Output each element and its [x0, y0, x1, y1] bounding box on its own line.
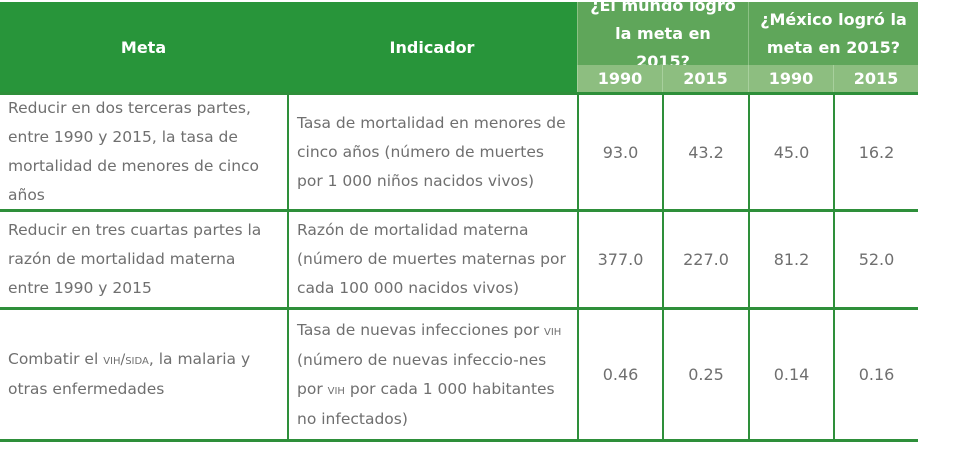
cell-mexico-2015: 0.16 — [833, 310, 918, 439]
cell-world-1990: 377.0 — [577, 212, 662, 307]
header-world-question: ¿El mundo logró la meta en 2015? — [577, 0, 748, 71]
header-year-world-1990: 1990 — [577, 65, 662, 92]
indicador-part: Tasa de nuevas infecciones por — [297, 320, 545, 339]
header-mexico-question-text: ¿México logró la meta en 2015? — [760, 9, 907, 57]
cell-meta: Reducir en tres cuartas partes la razón … — [0, 212, 287, 307]
indicador-part: por cada 1 000 habitantes no infectados) — [297, 379, 555, 428]
table-header: Meta Indicador ¿El mundo logró la meta e… — [0, 0, 918, 92]
cell-mexico-1990: 81.2 — [748, 212, 833, 307]
header-world-question-text: ¿El mundo logró la meta en 2015? — [590, 0, 736, 71]
header-meta: Meta — [120, 37, 167, 57]
cell-indicador: Tasa de mortalidad en menores de cinco a… — [287, 95, 577, 209]
meta-text: Reducir en tres cuartas partes la razón … — [8, 221, 262, 297]
header-mexico-question: ¿México logró la meta en 2015? — [748, 2, 918, 65]
cell-world-2015: 227.0 — [662, 212, 748, 307]
abbrev-vih-sida: VIH/SIDA — [103, 352, 149, 368]
cell-indicador: Tasa de nuevas infecciones por VIH (núme… — [287, 310, 577, 439]
table-row: Reducir en dos terceras partes, entre 19… — [0, 92, 918, 212]
abbrev-vih: VIH — [327, 381, 345, 398]
cell-world-1990: 93.0 — [577, 95, 662, 209]
cell-mexico-1990: 0.14 — [748, 310, 833, 439]
cell-indicador: Razón de mortalidad materna (número de m… — [287, 212, 577, 307]
cell-mexico-2015: 16.2 — [833, 95, 918, 209]
meta-text-prefix: Combatir el — [8, 350, 104, 368]
cell-meta: Reducir en dos terceras partes, entre 19… — [0, 95, 287, 209]
abbrev-vih: VIH — [544, 322, 562, 339]
meta-text: Reducir en dos terceras partes, entre 19… — [8, 99, 260, 204]
meta-text: Combatir el VIH/SIDA, la malaria y otras… — [8, 345, 279, 404]
cell-world-1990: 0.46 — [577, 310, 662, 439]
cell-meta: Combatir el VIH/SIDA, la malaria y otras… — [0, 310, 287, 439]
table-row: Reducir en tres cuartas partes la razón … — [0, 212, 918, 310]
cell-world-2015: 43.2 — [662, 95, 748, 209]
mdg-table: Meta Indicador ¿El mundo logró la meta e… — [0, 0, 918, 442]
indicador-part: (número de nuevas infeccio-nes por — [297, 350, 547, 398]
header-year-mexico-2015: 2015 — [833, 65, 918, 92]
header-years-row: 1990 2015 1990 2015 — [577, 65, 918, 92]
cell-mexico-2015: 52.0 — [833, 212, 918, 307]
indicador-text: Tasa de mortalidad en menores de cinco a… — [297, 113, 566, 190]
indicador-text: Razón de mortalidad materna (número de m… — [297, 221, 566, 297]
meta-text-suffix: , la malaria y otras enfermedades — [8, 350, 251, 398]
table-row: Combatir el VIH/SIDA, la malaria y otras… — [0, 310, 918, 442]
header-year-world-2015: 2015 — [662, 65, 748, 92]
indicador-text: Tasa de nuevas infecciones por VIH (núme… — [297, 316, 569, 434]
cell-world-2015: 0.25 — [662, 310, 748, 439]
header-indicador: Indicador — [389, 37, 475, 57]
cell-mexico-1990: 45.0 — [748, 95, 833, 209]
header-background — [0, 2, 577, 92]
header-year-mexico-1990: 1990 — [748, 65, 833, 92]
